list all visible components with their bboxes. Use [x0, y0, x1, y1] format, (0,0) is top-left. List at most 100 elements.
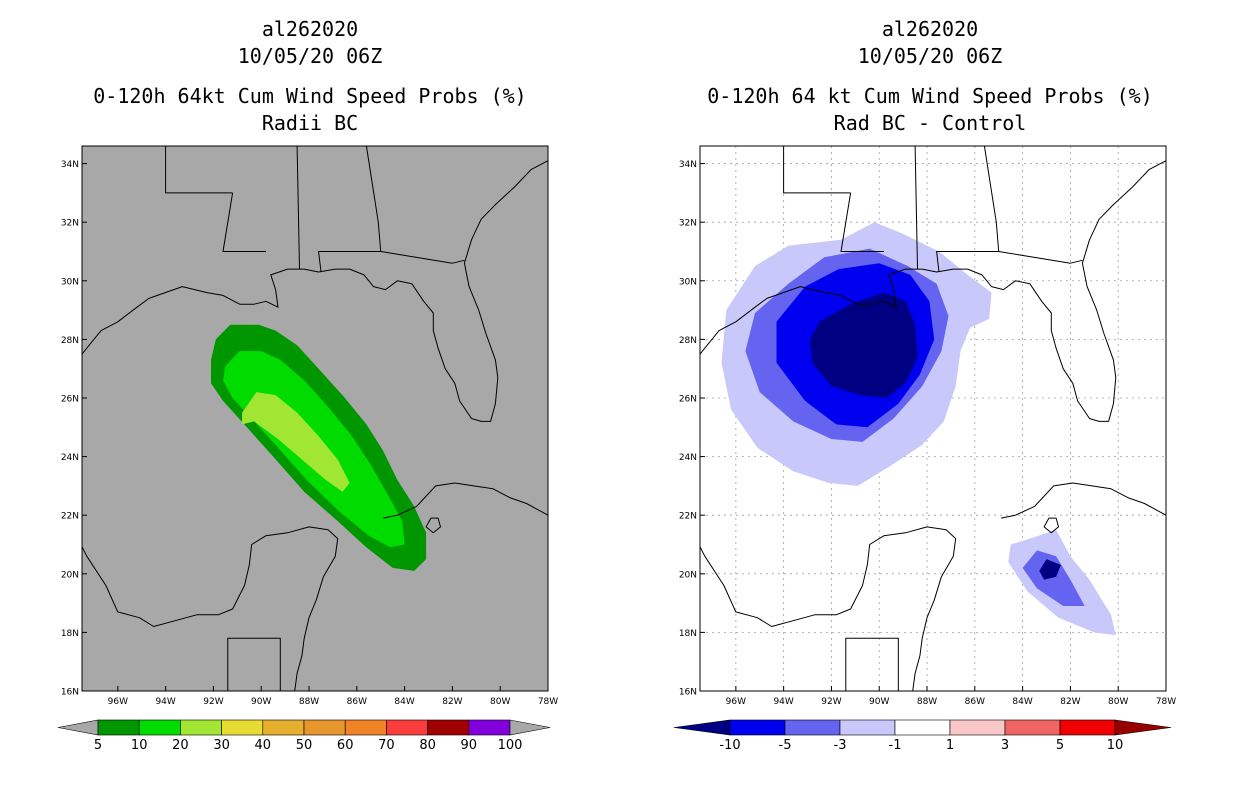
- colorbar-swatch-3: [221, 719, 264, 736]
- panel-left-map: [82, 146, 548, 691]
- colorbar-swatch-3: [894, 719, 951, 736]
- y-tick-label-26N: 26N: [679, 394, 697, 404]
- right-datetime: 10/05/20 06Z: [857, 44, 1003, 68]
- state-border-1: [840, 192, 884, 252]
- coastline-gulf: [700, 160, 1166, 422]
- y-tick-label-20N: 20N: [679, 570, 697, 580]
- right-chart-titles: al262020 10/05/20 06Z 0-120h 64 kt Cum W…: [680, 16, 1180, 137]
- colorbar-label-20: 20: [172, 738, 189, 753]
- x-tick-label-88W: 88W: [299, 697, 319, 707]
- y-tick-label-26N: 26N: [61, 394, 79, 404]
- y-tick-label-30N: 30N: [679, 277, 697, 287]
- colorbar-swatch-5: [1004, 719, 1061, 736]
- state-border-1: [222, 192, 266, 252]
- y-tick-label-28N: 28N: [61, 336, 79, 346]
- x-tick-label-88W: 88W: [917, 697, 937, 707]
- state-border-5: [845, 637, 899, 691]
- colorbar-label--3: -3: [834, 738, 847, 753]
- y-tick-label-22N: 22N: [61, 512, 79, 522]
- left-chart-title: 0-120h 64kt Cum Wind Speed Probs (%): [93, 84, 527, 108]
- colorbar-swatch-2: [839, 719, 896, 736]
- x-tick-label-94W: 94W: [155, 697, 175, 707]
- x-tick-label-90W: 90W: [869, 697, 889, 707]
- colorbar-label-10: 10: [1107, 738, 1124, 753]
- state-border-4: [998, 251, 1083, 264]
- x-tick-label-84W: 84W: [1012, 697, 1032, 707]
- y-tick-label-32N: 32N: [679, 219, 697, 229]
- colorbar-under-arrow: [673, 719, 731, 736]
- colorbar-left: 5 10 20 30 40 50 60 70 80 90 100: [57, 719, 551, 753]
- state-border-2: [296, 146, 300, 270]
- coastline-mexico: [700, 515, 957, 691]
- colorbar-swatch-6: [344, 719, 387, 736]
- colorbar-label--1: -1: [889, 738, 902, 753]
- x-tick-label-82W: 82W: [442, 697, 462, 707]
- x-tick-label-96W: 96W: [108, 697, 128, 707]
- y-tick-label-30N: 30N: [61, 277, 79, 287]
- x-tick-label-78W: 78W: [538, 697, 558, 707]
- colorbar-label-10: 10: [131, 738, 148, 753]
- colorbar-label-40: 40: [255, 738, 272, 753]
- colorbar-right: -10 -5 -3 -1 1 3 5 10: [673, 719, 1172, 753]
- y-tick-label-16N: 16N: [679, 688, 697, 698]
- coastline-mexico: [82, 515, 339, 691]
- coastline-cuba: [383, 482, 548, 519]
- x-tick-label-80W: 80W: [1108, 697, 1128, 707]
- colorbar-swatch-8: [427, 719, 470, 736]
- colorbar-over-arrow: [1114, 719, 1172, 736]
- left-chart-subtitle: Radii BC: [261, 111, 359, 135]
- state-border-4: [380, 251, 465, 264]
- colorbar-label-70: 70: [378, 738, 395, 753]
- y-tick-label-28N: 28N: [679, 336, 697, 346]
- y-tick-label-34N: 34N: [679, 160, 697, 170]
- panel-right-map: [700, 146, 1166, 691]
- coastline-isle-of-youth: [1043, 517, 1059, 534]
- state-border-2: [914, 146, 918, 270]
- colorbar-label-60: 60: [337, 738, 354, 753]
- panel-right-frame: [699, 145, 1167, 692]
- colorbar-swatch-6: [1059, 719, 1116, 736]
- y-tick-label-24N: 24N: [61, 453, 79, 463]
- coastline-isle-of-youth: [425, 517, 441, 534]
- state-border-0: [165, 146, 233, 194]
- colorbar-label-5: 5: [94, 738, 102, 753]
- contour-right-level--3-3: [1022, 550, 1085, 606]
- panel-left-frame: [81, 145, 549, 692]
- colorbar-swatch-2: [180, 719, 222, 736]
- x-tick-label-80W: 80W: [490, 697, 510, 707]
- x-tick-label-92W: 92W: [821, 697, 841, 707]
- x-tick-label-94W: 94W: [773, 697, 793, 707]
- y-tick-label-32N: 32N: [61, 219, 79, 229]
- left-datetime: 10/05/20 06Z: [237, 44, 383, 68]
- colorbar-under-arrow: [57, 719, 99, 736]
- colorbar-label-80: 80: [419, 738, 436, 753]
- y-tick-label-16N: 16N: [61, 688, 79, 698]
- y-tick-label-18N: 18N: [61, 629, 79, 639]
- colorbar-over-arrow: [509, 719, 551, 736]
- colorbar-label-50: 50: [296, 738, 313, 753]
- right-chart-title: 0-120h 64 kt Cum Wind Speed Probs (%): [707, 84, 1153, 108]
- colorbar-swatch-9: [468, 719, 511, 736]
- colorbar-label-1: 1: [946, 738, 954, 753]
- colorbar-swatch-1: [784, 719, 841, 736]
- coastline-gulf: [82, 160, 548, 422]
- contour-left-level-20-2: [242, 392, 350, 492]
- state-border-0: [783, 146, 851, 194]
- state-border-5: [227, 637, 281, 691]
- coastline-cuba: [1001, 482, 1166, 519]
- colorbar-label-5: 5: [1056, 738, 1064, 753]
- x-tick-label-86W: 86W: [347, 697, 367, 707]
- colorbar-swatch-5: [303, 719, 346, 736]
- contour-right-level--10-5: [809, 292, 918, 398]
- x-tick-label-92W: 92W: [203, 697, 223, 707]
- y-tick-label-34N: 34N: [61, 160, 79, 170]
- colorbar-swatch-7: [386, 719, 428, 736]
- colorbar-label-30: 30: [213, 738, 230, 753]
- contour-right-level--10-6: [1039, 559, 1061, 580]
- y-tick-label-22N: 22N: [679, 512, 697, 522]
- x-tick-label-78W: 78W: [1156, 697, 1176, 707]
- left-chart-titles: al262020 10/05/20 06Z 0-120h 64kt Cum Wi…: [60, 16, 560, 137]
- colorbar-label-3: 3: [1001, 738, 1009, 753]
- colorbar-label--5: -5: [779, 738, 792, 753]
- colorbar-swatch-4: [262, 719, 305, 736]
